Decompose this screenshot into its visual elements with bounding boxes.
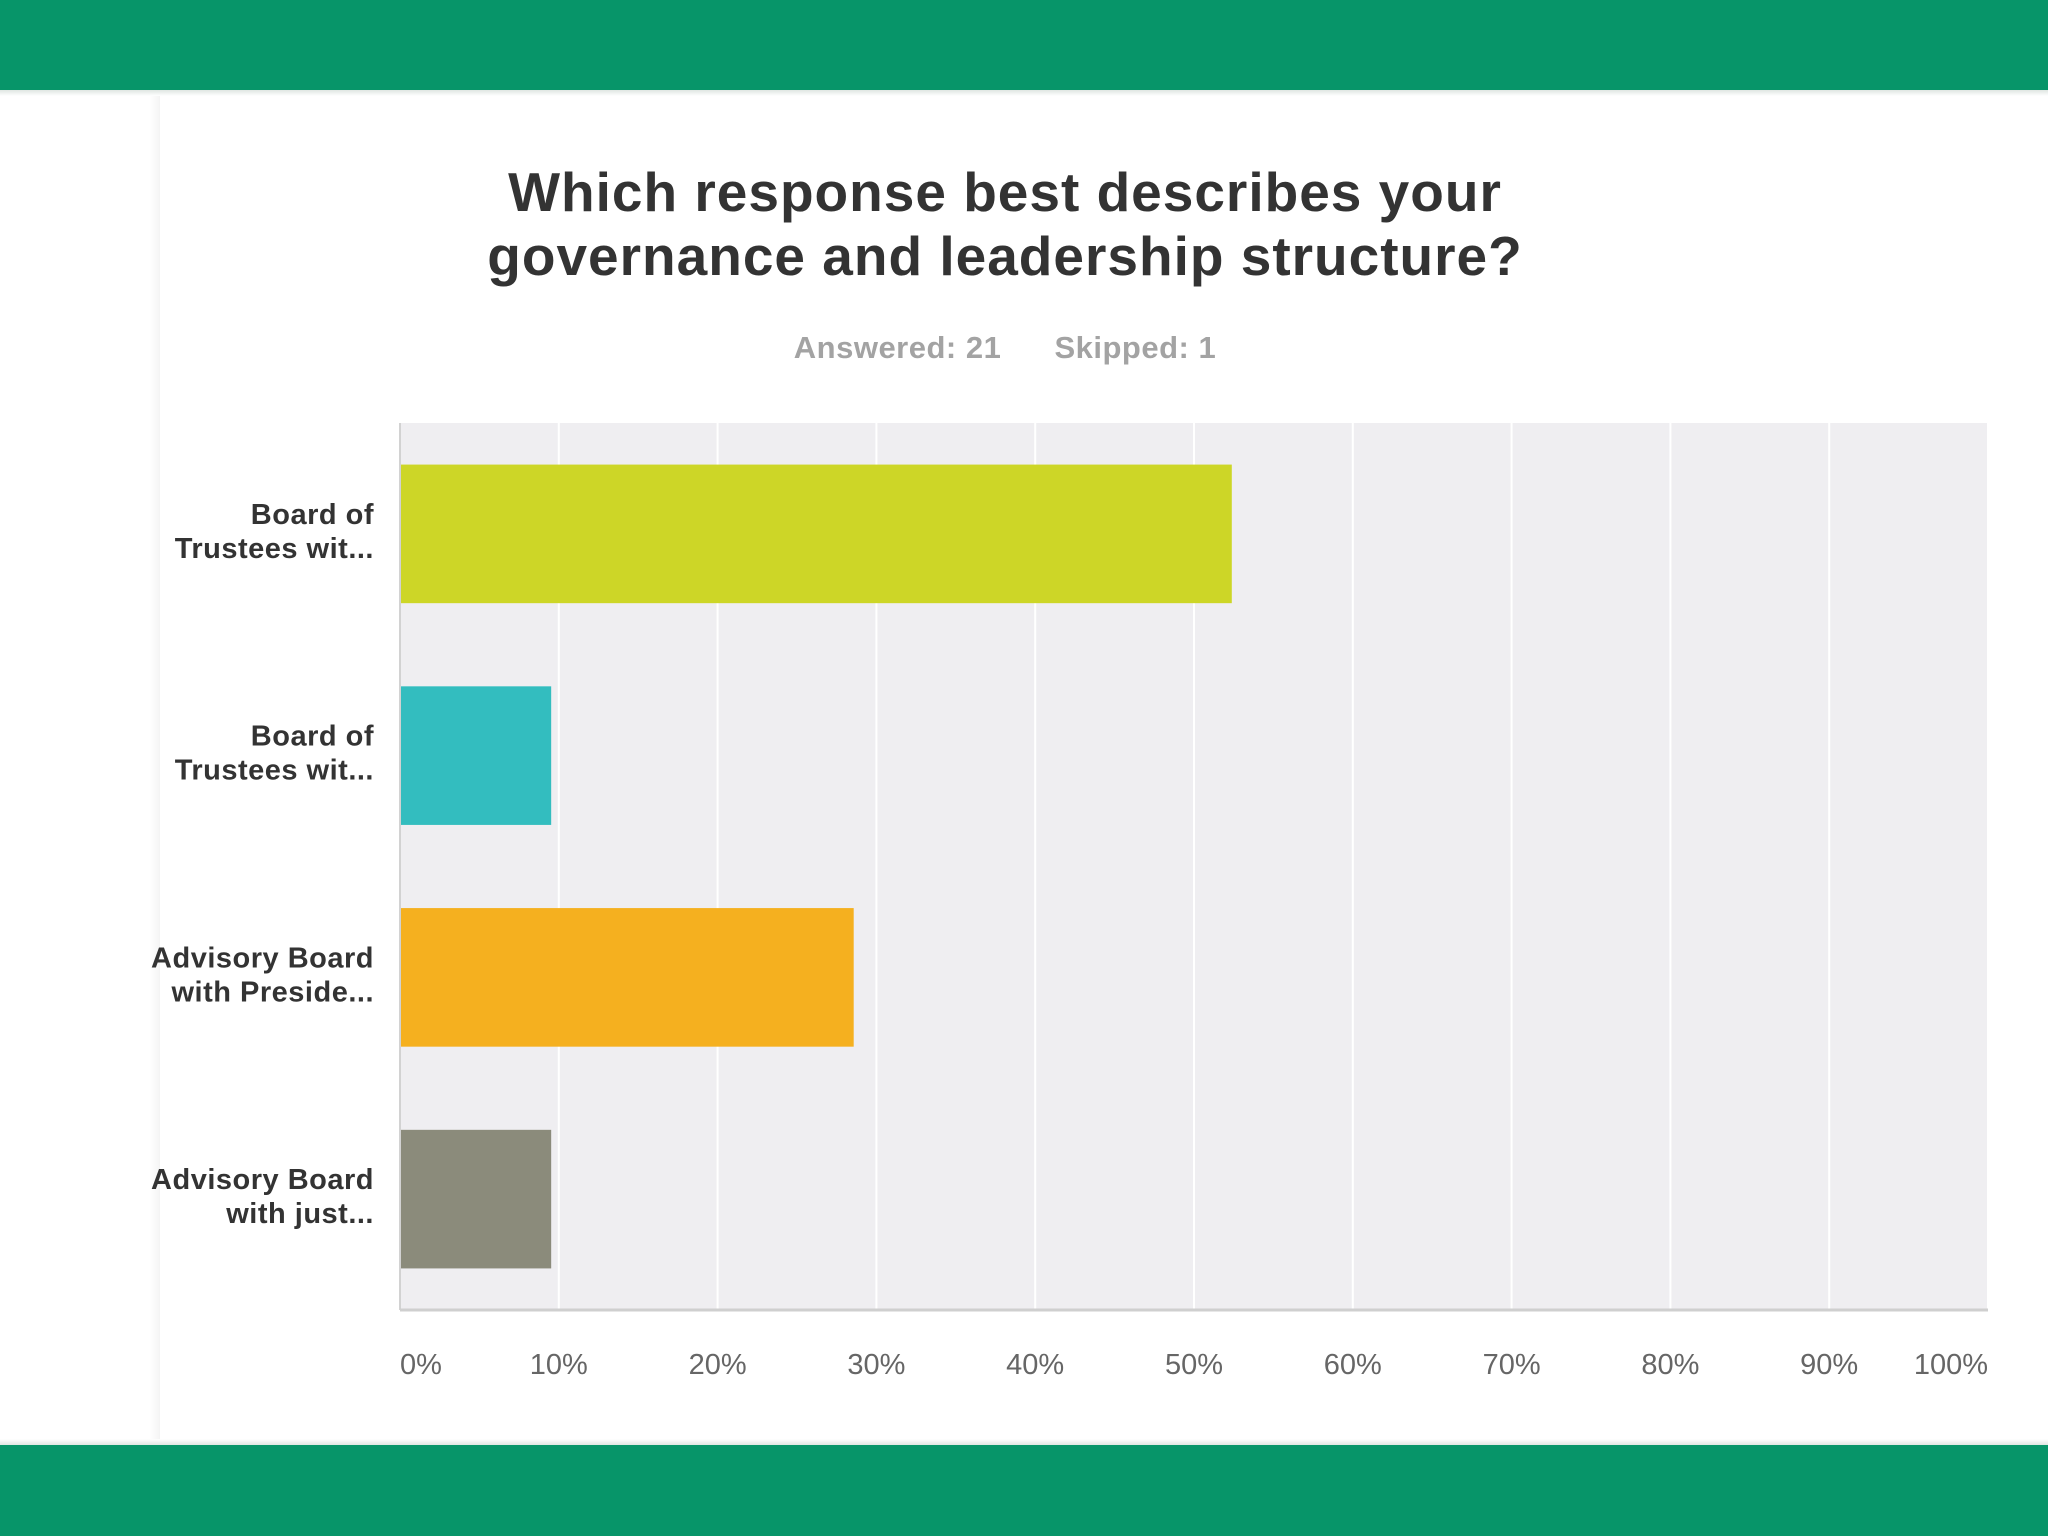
x-tick-label: 60% <box>1324 1349 1382 1381</box>
x-tick-label: 0% <box>400 1349 442 1381</box>
category-label: Board of <box>251 499 374 531</box>
category-label: Trustees wit... <box>175 533 374 565</box>
bottom-green-band <box>0 1439 2048 1536</box>
answered-count: Answered: 21 <box>793 330 1002 365</box>
x-tick-label: 80% <box>1641 1349 1699 1381</box>
x-tick-label: 50% <box>1165 1349 1223 1381</box>
category-label: Advisory Board <box>151 1164 374 1196</box>
category-label: Trustees wit... <box>175 755 374 787</box>
x-tick-label: 30% <box>847 1349 905 1381</box>
skipped-count: Skipped: 1 <box>1054 330 1217 365</box>
x-tick-label: 10% <box>530 1349 588 1381</box>
chart-title: Which response best describes your gover… <box>0 160 2010 288</box>
card-edge-shadow <box>150 96 160 1439</box>
response-stats: Answered: 21 Skipped: 1 <box>0 330 2010 366</box>
chart-title-line-2: governance and leadership structure? <box>487 225 1523 287</box>
x-tick-label: 40% <box>1006 1349 1064 1381</box>
bar <box>401 686 552 825</box>
x-tick-label: 90% <box>1800 1349 1858 1381</box>
x-tick-label: 20% <box>689 1349 747 1381</box>
chart-title-line-1: Which response best describes your <box>508 161 1502 223</box>
category-label: Board of <box>251 721 374 753</box>
x-tick-label: 70% <box>1483 1349 1541 1381</box>
bar <box>401 908 854 1047</box>
bar <box>401 1129 552 1269</box>
category-label: with Preside... <box>171 976 375 1008</box>
top-green-band <box>0 0 2048 96</box>
x-tick-label: 100% <box>1914 1349 1988 1381</box>
category-label: Advisory Board <box>151 942 374 974</box>
bar <box>401 464 1232 604</box>
category-label: with just... <box>225 1198 374 1230</box>
